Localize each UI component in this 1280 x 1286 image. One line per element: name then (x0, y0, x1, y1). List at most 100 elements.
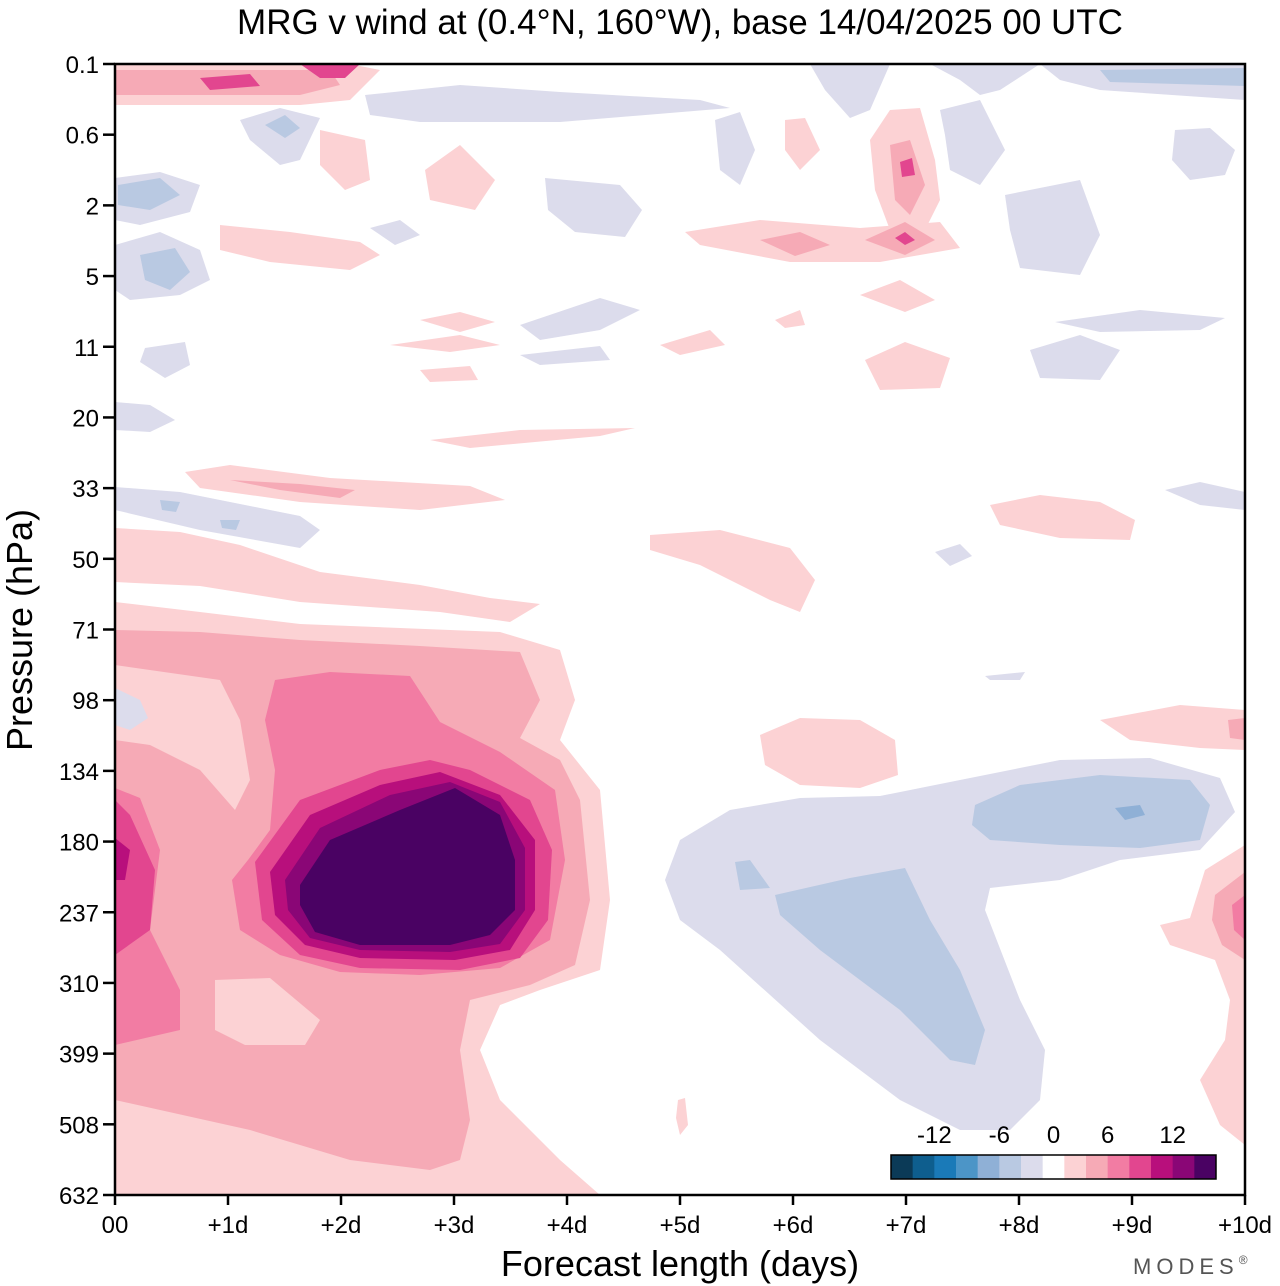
y-tick-label: 98 (72, 688, 99, 715)
contour-pos-28 (115, 528, 540, 622)
x-tick-label: +4d (547, 1212, 588, 1239)
contour-neg-20 (140, 342, 190, 378)
contour-pos-20 (660, 330, 725, 355)
colorbar-swatch (1021, 1155, 1044, 1179)
contour-pos-34 (115, 800, 155, 955)
colorbar-swatch (1086, 1155, 1109, 1179)
x-tick-label: +2d (321, 1212, 362, 1239)
colorbar-swatch (999, 1155, 1022, 1179)
x-tick-label: +5d (660, 1212, 701, 1239)
contour-pos-42 (1100, 705, 1245, 750)
contour-neg-19 (520, 346, 610, 365)
colorbar-swatch (1042, 1155, 1065, 1179)
contour-pos-23 (430, 428, 635, 448)
brand-logo: MODES® (1133, 1253, 1253, 1279)
y-tick-label: 0.1 (66, 52, 99, 79)
x-tick-label: +8d (999, 1212, 1040, 1239)
contour-neg-14 (545, 178, 642, 237)
chart-title: MRG v wind at (0.4°N, 160°W), base 14/04… (237, 3, 1123, 42)
contour-neg-1 (365, 85, 730, 122)
colorbar-swatch (1172, 1155, 1195, 1179)
contour-neg-35 (775, 868, 985, 1065)
y-tick-label: 134 (59, 759, 99, 786)
contour-pos-31 (115, 665, 250, 810)
y-axis: 0.1 0.6 2 5 11 20 33 50 71 98 134 180 237 310 399 508 63… (59, 52, 115, 1210)
colorbar-tick-label: 12 (1159, 1122, 1186, 1149)
y-tick-label: 180 (59, 830, 99, 857)
contour-pos-15 (220, 225, 380, 270)
y-tick-label: 632 (59, 1183, 99, 1210)
contour-pos-6 (425, 145, 495, 210)
contour-neg-26 (220, 520, 240, 530)
colorbar-swatch (977, 1155, 1000, 1179)
colorbar-swatch (1107, 1155, 1130, 1179)
colorbar-swatch (1064, 1155, 1087, 1179)
y-tick-label: 33 (72, 476, 99, 503)
colorbar-swatch (1194, 1155, 1217, 1179)
contour-pos-19 (420, 366, 478, 382)
contour-neg-2 (240, 108, 320, 165)
brand-mark: ® (1239, 1253, 1253, 1267)
colorbar-swatch (891, 1155, 914, 1179)
plot-frame (113, 62, 1247, 1197)
y-tick-label: 71 (72, 618, 99, 645)
contour-pos-45 (1212, 872, 1245, 960)
contour-neg-28 (935, 544, 972, 566)
contour-pos-22 (775, 310, 805, 328)
contour-neg-29 (985, 672, 1025, 680)
contour-pos-9 (890, 140, 925, 215)
y-tick-label: 20 (72, 405, 99, 432)
contour-neg-8 (940, 100, 1005, 185)
colorbar-tick-label: 6 (1101, 1122, 1114, 1149)
contour-neg-22 (1030, 335, 1120, 380)
contour-pos-5 (320, 130, 370, 190)
y-axis-title: Pressure (hPa) (0, 509, 40, 751)
x-tick-label: +6d (773, 1212, 814, 1239)
contour-pos-25 (230, 480, 355, 498)
x-tick-label: +9d (1112, 1212, 1153, 1239)
contour-pos-7 (785, 118, 820, 170)
contour-neg-15 (1172, 128, 1235, 180)
contour-pos-14 (895, 232, 915, 245)
y-tick-label: 0.6 (66, 123, 99, 150)
contour-pos-10 (900, 158, 915, 177)
contour-neg-25 (160, 500, 180, 512)
x-tick-label: +7d (886, 1212, 927, 1239)
y-tick-label: 5 (86, 264, 99, 291)
contour-neg-21 (1055, 310, 1225, 332)
contour-neg-34 (735, 860, 770, 890)
colorbar-tick-label: -6 (989, 1122, 1010, 1149)
x-tick-label: +10d (1218, 1212, 1272, 1239)
colorbar-swatch (934, 1155, 957, 1179)
contour-pos-17 (420, 312, 495, 332)
contour-neg-30 (115, 688, 148, 730)
contour-fill (115, 64, 1245, 1195)
contour-pos-18 (390, 335, 500, 352)
colorbar-swatch (956, 1155, 979, 1179)
x-tick-label: +3d (434, 1212, 475, 1239)
y-tick-label: 11 (74, 335, 99, 362)
colorbar-swatch (1129, 1155, 1152, 1179)
contour-neg-7 (1100, 68, 1245, 86)
brand-name: MODES (1133, 1254, 1239, 1279)
contour-pos-24 (185, 465, 505, 510)
contour-pos-26 (990, 495, 1135, 540)
contour-neg-16 (1005, 180, 1100, 275)
y-tick-label: 237 (59, 900, 99, 927)
contour-neg-31 (665, 758, 1235, 1130)
contour-neg-23 (115, 402, 175, 432)
contour-neg-13 (140, 248, 190, 290)
contour-pos-21 (865, 342, 950, 390)
colorbar-tick-label: 0 (1047, 1122, 1060, 1149)
contour-pos-43 (1228, 718, 1245, 740)
contour-pos-12 (760, 232, 830, 256)
y-tick-label: 508 (59, 1112, 99, 1139)
contour-pos-3 (200, 74, 260, 90)
colorbar-swatch (912, 1155, 935, 1179)
contour-neg-9 (715, 112, 755, 185)
colorbar: -12 -6 0 6 12 (890, 1122, 1217, 1180)
y-tick-label: 50 (72, 547, 99, 574)
colorbar-tick-label: -12 (917, 1122, 952, 1149)
contour-pos-46 (1232, 895, 1245, 940)
x-tick-label: +1d (208, 1212, 249, 1239)
